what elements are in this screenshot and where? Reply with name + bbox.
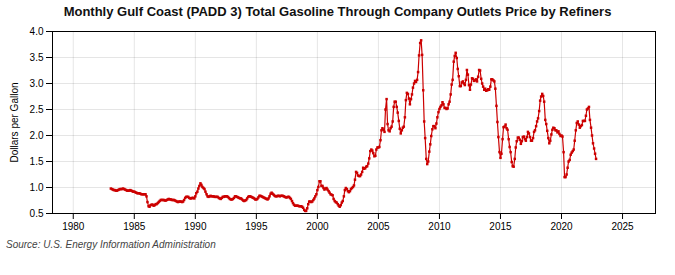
- svg-text:0.5: 0.5: [30, 208, 44, 219]
- html-text:Monthly Gulf Coast (PADD 3) To: Monthly Gulf Coast (PADD 3) Total Gasoli…: [63, 4, 612, 19]
- svg-text:2025: 2025: [611, 221, 634, 232]
- svg-text:3.5: 3.5: [30, 52, 44, 63]
- svg-text:1990: 1990: [184, 221, 207, 232]
- svg-text:2010: 2010: [428, 221, 451, 232]
- svg-text:4.0: 4.0: [30, 26, 44, 37]
- html-text:Source: U.S. Energy Informatio: Source: U.S. Energy Information Administ…: [6, 239, 216, 250]
- svg-text:2.5: 2.5: [30, 104, 44, 115]
- svg-text:2000: 2000: [306, 221, 329, 232]
- svg-text:1.0: 1.0: [30, 182, 44, 193]
- svg-text:1985: 1985: [123, 221, 146, 232]
- svg-text:2015: 2015: [489, 221, 512, 232]
- svg-text:1995: 1995: [245, 221, 268, 232]
- svg-text:2005: 2005: [367, 221, 390, 232]
- svg-text:Dollars per Gallon: Dollars per Gallon: [9, 82, 20, 162]
- svg-text:3.0: 3.0: [30, 78, 44, 89]
- svg-text:1980: 1980: [62, 221, 85, 232]
- svg-text:2.0: 2.0: [30, 130, 44, 141]
- svg-text:2020: 2020: [550, 221, 573, 232]
- svg-text:1.5: 1.5: [30, 156, 44, 167]
